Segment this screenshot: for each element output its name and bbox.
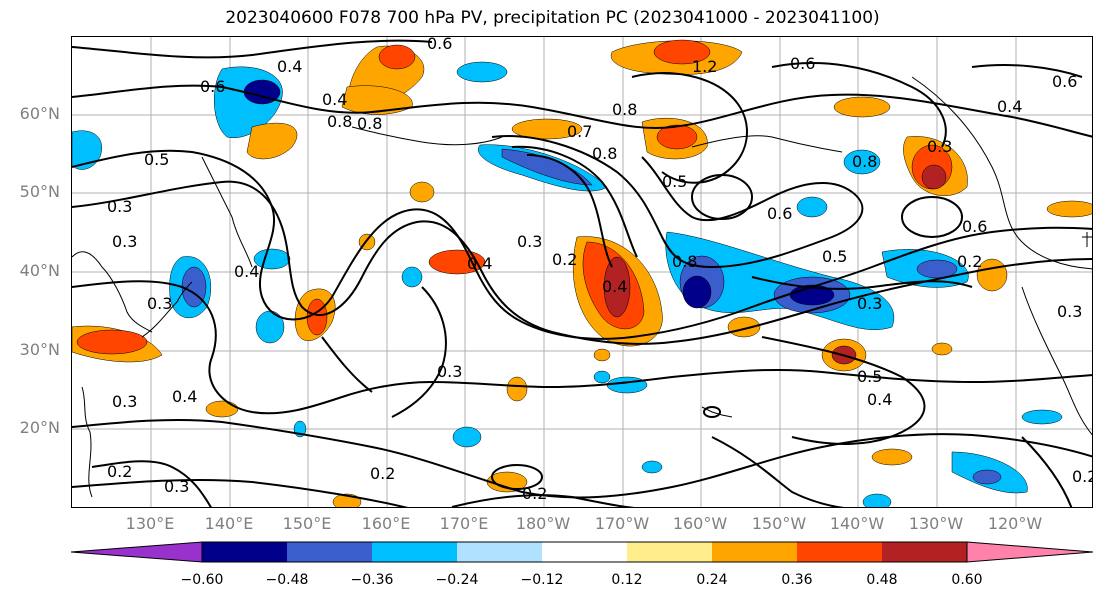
colorbar-tick: −0.48 bbox=[265, 572, 309, 588]
pv-contours bbox=[72, 39, 1092, 507]
colorbar-tick: 0.24 bbox=[696, 572, 728, 588]
colorbar-tick: 0.60 bbox=[951, 572, 983, 588]
lon-label-140e: 140°E bbox=[204, 514, 254, 533]
contour-label: 0.6 bbox=[790, 54, 815, 73]
contour-label: 1.2 bbox=[692, 57, 717, 76]
contour-label: 0.3 bbox=[112, 392, 137, 411]
contour-labels: 0.6 0.4 0.6 0.8 0.4 0.5 0.8 0.7 0.8 1.2 … bbox=[107, 37, 1093, 503]
contour-label: 0.3 bbox=[517, 232, 542, 251]
contour-label: 0.3 bbox=[107, 197, 132, 216]
lon-label-160e: 160°E bbox=[361, 514, 411, 533]
colorbar bbox=[71, 541, 1094, 563]
colorbar-extend-right bbox=[966, 541, 1094, 563]
contour-label: 0.8 bbox=[327, 112, 352, 131]
contour-label: 0.4 bbox=[322, 90, 347, 109]
lat-label-20n: 20°N bbox=[19, 418, 60, 437]
contour-label: 0.8 bbox=[592, 144, 617, 163]
contour-label: 0.5 bbox=[144, 150, 169, 169]
lat-label-60n: 60°N bbox=[19, 104, 60, 123]
contour-label: 0.2 bbox=[957, 252, 982, 271]
colorbar-segment bbox=[202, 542, 287, 562]
lon-label-130e: 130°E bbox=[125, 514, 175, 533]
contour-label: 0.4 bbox=[234, 262, 259, 281]
contour-label: 0.8 bbox=[852, 152, 877, 171]
colorbar-extend-left bbox=[71, 541, 203, 563]
colorbar-segment bbox=[457, 542, 542, 562]
contour-label: 0.6 bbox=[767, 204, 792, 223]
colorbar-tick: −0.24 bbox=[435, 572, 479, 588]
lon-label-140w: 140°W bbox=[829, 514, 885, 533]
colorbar-segment bbox=[372, 542, 457, 562]
colorbar-tick: 0.48 bbox=[866, 572, 898, 588]
lon-label-120w: 120°W bbox=[987, 514, 1043, 533]
map-plot-area: 0.6 0.4 0.6 0.8 0.4 0.5 0.8 0.7 0.8 1.2 … bbox=[71, 36, 1093, 508]
contour-label: 0.4 bbox=[277, 57, 302, 76]
colorbar-segment bbox=[287, 542, 372, 562]
positive-precip-fills bbox=[72, 39, 1092, 507]
lat-label-50n: 50°N bbox=[19, 182, 60, 201]
colorbar-segment bbox=[712, 542, 797, 562]
contour-label: 0.8 bbox=[672, 252, 697, 271]
colorbar-tick: −0.12 bbox=[520, 572, 564, 588]
contour-label: 0.6 bbox=[427, 37, 452, 53]
colorbar-segment bbox=[797, 542, 882, 562]
contour-label: 0.5 bbox=[822, 247, 847, 266]
lon-label-150e: 150°E bbox=[282, 514, 332, 533]
colorbar-tick: −0.36 bbox=[350, 572, 394, 588]
contour-label: 0.3 bbox=[857, 294, 882, 313]
colorbar-tick: −0.60 bbox=[180, 572, 224, 588]
contour-label: 0.6 bbox=[1052, 72, 1077, 91]
contour-label: 0.3 bbox=[927, 137, 952, 156]
colorbar-tick: 0.12 bbox=[611, 572, 643, 588]
lon-label-160w: 160°W bbox=[672, 514, 728, 533]
contour-label: 0.2 bbox=[1072, 467, 1093, 486]
contour-label: 0.8 bbox=[357, 114, 382, 133]
colorbar-tick: 0.36 bbox=[781, 572, 813, 588]
contour-label: 0.4 bbox=[997, 97, 1022, 116]
contour-label: 0.3 bbox=[1057, 302, 1082, 321]
pv-contour-small-rings bbox=[491, 174, 963, 490]
contour-label: 0.5 bbox=[662, 172, 687, 191]
contour-label: 0.2 bbox=[107, 462, 132, 481]
contour-label: 0.3 bbox=[112, 232, 137, 251]
contour-label: 0.3 bbox=[147, 294, 172, 313]
lon-label-150w: 150°W bbox=[751, 514, 807, 533]
lat-label-40n: 40°N bbox=[19, 261, 60, 280]
contour-label: 0.4 bbox=[172, 387, 197, 406]
contour-label: 0.4 bbox=[867, 390, 892, 409]
negative-precip-fills bbox=[72, 61, 1063, 507]
figure-title: 2023040600 F078 700 hPa PV, precipitatio… bbox=[225, 8, 880, 28]
contour-label: 0.5 bbox=[857, 367, 882, 386]
lon-label-170w: 170°W bbox=[594, 514, 650, 533]
colorbar-segment bbox=[627, 542, 712, 562]
colorbar-segment bbox=[542, 542, 627, 562]
contour-label: 0.4 bbox=[602, 277, 627, 296]
contour-label: 0.4 bbox=[467, 254, 492, 273]
contour-label: 0.6 bbox=[200, 77, 225, 96]
contour-label: 0.2 bbox=[552, 250, 577, 269]
contour-label: 0.2 bbox=[522, 484, 547, 503]
contour-label: 0.3 bbox=[437, 362, 462, 381]
contour-label: 0.3 bbox=[164, 477, 189, 496]
lon-label-130w: 130°W bbox=[908, 514, 964, 533]
lon-label-170e: 170°E bbox=[439, 514, 489, 533]
colorbar-segment bbox=[882, 542, 967, 562]
contour-label: 0.2 bbox=[370, 464, 395, 483]
lat-label-30n: 30°N bbox=[19, 340, 60, 359]
contour-label: 0.8 bbox=[612, 100, 637, 119]
contour-label: 0.6 bbox=[962, 217, 987, 236]
contour-label: 0.7 bbox=[567, 122, 592, 141]
lon-label-180w: 180°W bbox=[515, 514, 571, 533]
